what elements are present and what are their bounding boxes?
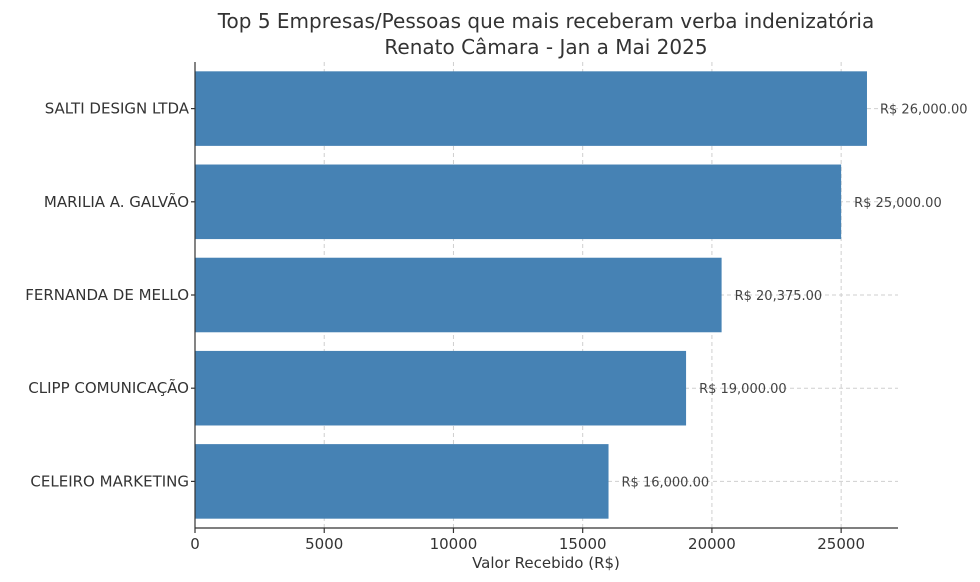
value-label: R$ 16,000.00 <box>622 475 710 490</box>
bar <box>195 257 722 333</box>
x-tick-label: 5000 <box>305 535 343 553</box>
category-labels: SALTI DESIGN LTDA MARILIA A. GALVÃO FERNAN… <box>25 100 189 491</box>
x-tick-label: 10000 <box>430 535 478 553</box>
x-tick-labels: 0 5000 10000 15000 20000 25000 <box>190 535 865 553</box>
x-tick-label: 0 <box>190 535 200 553</box>
x-tick-label: 15000 <box>559 535 607 553</box>
value-label: R$ 20,375.00 <box>735 289 823 304</box>
axes <box>191 62 898 533</box>
value-labels: R$ 26,000.00 R$ 25,000.00 R$ 20,375.00 R$ 1… <box>622 103 968 491</box>
x-tick-label: 25000 <box>817 535 865 553</box>
chart-subtitle: Renato Câmara - Jan a Mai 2025 <box>384 35 707 59</box>
value-label: R$ 26,000.00 <box>880 103 968 118</box>
chart-title: Top 5 Empresas/Pessoas que mais recebera… <box>217 9 875 33</box>
value-label: R$ 25,000.00 <box>854 196 942 211</box>
bar <box>195 444 609 519</box>
value-label: R$ 19,000.00 <box>699 382 787 397</box>
bar <box>195 164 842 240</box>
x-axis-label: Valor Recebido (R$) <box>472 554 620 572</box>
category-label: CELEIRO MARKETING <box>30 472 189 490</box>
bar <box>195 71 867 146</box>
x-tick-label: 20000 <box>688 535 736 553</box>
bar <box>195 350 687 426</box>
category-label: FERNANDA DE MELLO <box>25 286 189 304</box>
category-label: MARILIA A. GALVÃO <box>44 192 189 211</box>
category-label: CLIPP COMUNICAÇÃO <box>28 378 189 397</box>
category-label: SALTI DESIGN LTDA <box>45 100 190 118</box>
bars <box>195 71 867 519</box>
